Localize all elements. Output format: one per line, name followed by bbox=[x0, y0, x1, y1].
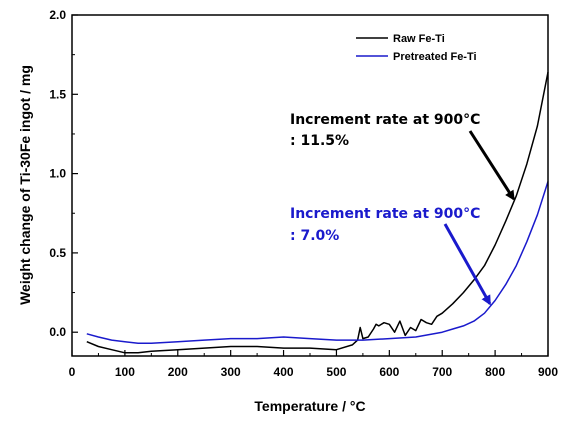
y-tick-label: 1.5 bbox=[49, 87, 66, 101]
series-line-0 bbox=[86, 71, 549, 354]
annotation-pretreated-arrow bbox=[443, 223, 492, 306]
y-tick-label: 0.5 bbox=[49, 246, 66, 260]
plot-frame bbox=[71, 14, 549, 357]
annotation-raw: Increment rate at 900°C : 11.5% bbox=[290, 112, 515, 201]
x-tick-label: 300 bbox=[221, 365, 241, 379]
series-layer bbox=[86, 71, 549, 354]
legend: Raw Fe-Ti Pretreated Fe-Ti bbox=[356, 33, 477, 63]
x-tick-label: 800 bbox=[485, 365, 505, 379]
annotation-raw-line1: Increment rate at 900°C bbox=[290, 112, 480, 128]
x-axis-label: Temperature / °C bbox=[254, 398, 365, 414]
annotation-pretreated-line2: : 7.0% bbox=[290, 228, 339, 244]
annotation-raw-arrow bbox=[468, 130, 515, 201]
y-axis-label: Weight change of Ti-30Fe ingot / mg bbox=[17, 65, 33, 305]
y-tick-label: 0.0 bbox=[49, 325, 66, 339]
x-tick-label: 700 bbox=[432, 365, 452, 379]
y-tick-label: 1.0 bbox=[49, 167, 66, 181]
annotation-pretreated-line1: Increment rate at 900°C bbox=[290, 206, 480, 222]
y-tick-label: 2.0 bbox=[49, 8, 66, 22]
annotation-raw-line2: : 11.5% bbox=[290, 133, 349, 149]
series-line-1 bbox=[86, 181, 549, 345]
x-tick-label: 0 bbox=[69, 365, 76, 379]
legend-label-raw: Raw Fe-Ti bbox=[393, 33, 445, 45]
x-tick-label: 500 bbox=[326, 365, 346, 379]
x-tick-label: 900 bbox=[538, 365, 558, 379]
x-tick-label: 100 bbox=[115, 365, 135, 379]
annotation-pretreated: Increment rate at 900°C : 7.0% bbox=[290, 206, 492, 306]
axes-layer: 0 100 200 300 400 500 600 700 800 900 0.0 0.5 1.0 1.5… bbox=[49, 8, 558, 379]
x-tick-label: 600 bbox=[379, 365, 399, 379]
x-tick-label: 200 bbox=[168, 365, 188, 379]
legend-label-pretreated: Pretreated Fe-Ti bbox=[393, 51, 477, 63]
x-tick-label: 400 bbox=[274, 365, 294, 379]
